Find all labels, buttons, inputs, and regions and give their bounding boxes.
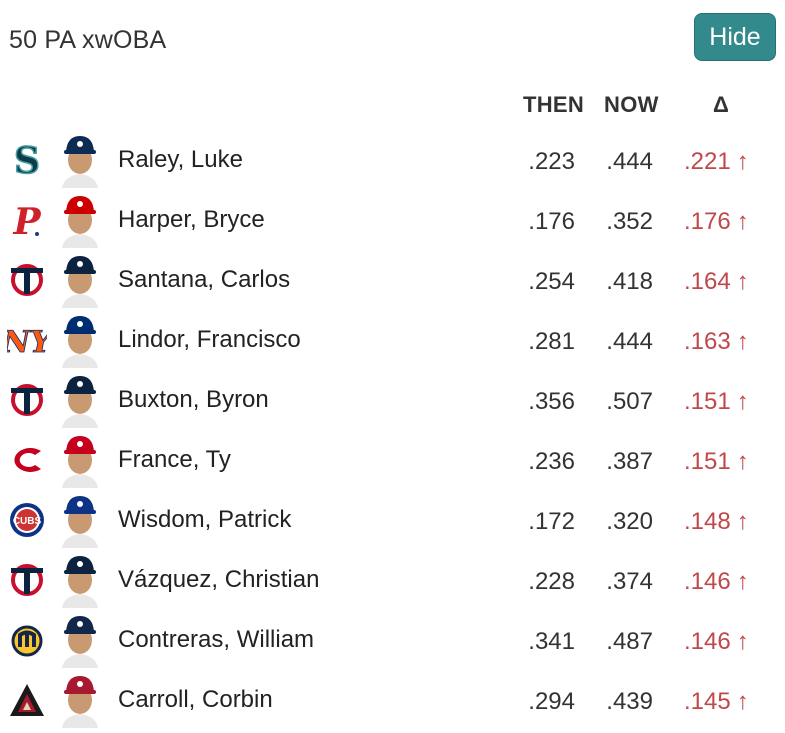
then-value: .254 [528, 268, 575, 295]
table-row: Santana, Carlos .254 .418 .164 ↑ [0, 250, 785, 310]
player-headshot [56, 672, 104, 728]
twins-logo-icon [7, 560, 47, 600]
player-name[interactable]: Raley, Luke [118, 146, 243, 173]
delta-value: .163 ↑ [684, 328, 749, 355]
header-now: NOW [604, 92, 659, 117]
arrow-up-icon: ↑ [736, 388, 749, 415]
player-name[interactable]: France, Ty [118, 446, 231, 473]
player-headshot [56, 492, 104, 548]
player-headshot [56, 252, 104, 308]
then-value: .341 [528, 628, 575, 655]
reds-logo-icon [7, 440, 47, 480]
table-row: CUBS Wisdom, Patrick .172 .320 .148 ↑ [0, 490, 785, 550]
now-value: .487 [606, 628, 653, 655]
then-value: .294 [528, 688, 575, 715]
delta-value: .146 ↑ [684, 568, 749, 595]
cubs-logo-icon: CUBS [7, 500, 47, 540]
arrow-up-icon: ↑ [736, 328, 749, 355]
player-headshot [56, 312, 104, 368]
mariners-logo-icon: S [7, 140, 47, 180]
table-row: Contreras, William .341 .487 .146 ↑ [0, 610, 785, 670]
delta-value: .164 ↑ [684, 268, 749, 295]
now-value: .439 [606, 688, 653, 715]
player-name[interactable]: Vázquez, Christian [118, 566, 320, 593]
twins-logo-icon [7, 380, 47, 420]
table-row: S Raley, Luke .223 .444 .221 ↑ [0, 130, 785, 190]
player-headshot [56, 552, 104, 608]
now-value: .418 [606, 268, 653, 295]
page-title: 50 PA xwOBA [9, 26, 167, 54]
delta-value: .146 ↑ [684, 628, 749, 655]
player-name[interactable]: Wisdom, Patrick [118, 506, 292, 533]
player-name[interactable]: Harper, Bryce [118, 206, 265, 233]
then-value: .356 [528, 388, 575, 415]
table-row: France, Ty .236 .387 .151 ↑ [0, 430, 785, 490]
phillies-logo-icon: P [7, 200, 47, 240]
player-name[interactable]: Contreras, William [118, 626, 315, 653]
svg-text:NY: NY [7, 325, 47, 360]
table-row: P Harper, Bryce .176 .352 .176 ↑ [0, 190, 785, 250]
delta-value: .151 ↑ [684, 448, 749, 475]
now-value: .374 [606, 568, 653, 595]
player-headshot [56, 612, 104, 668]
header-then: THEN [523, 92, 585, 117]
arrow-up-icon: ↑ [736, 688, 749, 715]
now-value: .444 [606, 148, 653, 175]
then-value: .236 [528, 448, 575, 475]
now-value: .352 [606, 208, 653, 235]
now-value: .320 [606, 508, 653, 535]
delta-value: .221 ↑ [684, 148, 749, 175]
arrow-up-icon: ↑ [736, 508, 749, 535]
twins-logo-icon [7, 260, 47, 300]
delta-value: .145 ↑ [684, 688, 749, 715]
arrow-up-icon: ↑ [736, 628, 749, 655]
then-value: .228 [528, 568, 575, 595]
then-value: .281 [528, 328, 575, 355]
player-name[interactable]: Santana, Carlos [118, 266, 291, 293]
player-headshot [56, 372, 104, 428]
player-headshot [56, 192, 104, 248]
arrow-up-icon: ↑ [736, 568, 749, 595]
player-name[interactable]: Carroll, Corbin [118, 686, 273, 713]
arrow-up-icon: ↑ [736, 208, 749, 235]
arrow-up-icon: ↑ [736, 268, 749, 295]
table-row: Vázquez, Christian .228 .374 .146 ↑ [0, 550, 785, 610]
arrow-up-icon: ↑ [736, 148, 749, 175]
brewers-logo-icon [7, 620, 47, 660]
now-value: .507 [606, 388, 653, 415]
svg-text:CUBS: CUBS [13, 516, 42, 527]
delta-value: .148 ↑ [684, 508, 749, 535]
arrow-up-icon: ↑ [736, 448, 749, 475]
hide-button[interactable]: Hide [694, 13, 776, 61]
player-headshot [56, 132, 104, 188]
then-value: .176 [528, 208, 575, 235]
svg-text:S: S [14, 140, 40, 180]
player-headshot [56, 432, 104, 488]
mets-logo-icon: NY [7, 320, 47, 360]
then-value: .172 [528, 508, 575, 535]
header-delta: Δ [713, 92, 730, 117]
then-value: .223 [528, 148, 575, 175]
delta-value: .176 ↑ [684, 208, 749, 235]
player-name[interactable]: Lindor, Francisco [118, 326, 301, 353]
table-row: Buxton, Byron .356 .507 .151 ↑ [0, 370, 785, 430]
now-value: .387 [606, 448, 653, 475]
player-name[interactable]: Buxton, Byron [118, 386, 269, 413]
table-row: Carroll, Corbin .294 .439 .145 ↑ [0, 670, 785, 730]
diamondbacks-logo-icon [7, 680, 47, 720]
table-row: NY Lindor, Francisco .281 .444 .163↑ [0, 310, 785, 370]
now-value: .444 [606, 328, 653, 355]
delta-value: .151 ↑ [684, 388, 749, 415]
